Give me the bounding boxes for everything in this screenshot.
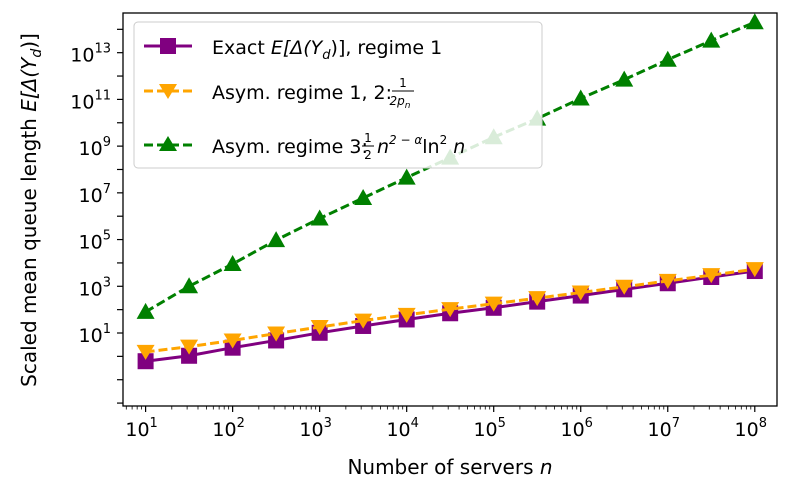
x-tick-label: 107 xyxy=(648,416,680,441)
data-point xyxy=(180,277,199,294)
legend-marker-exact xyxy=(160,38,176,54)
y-tick-label: 107 xyxy=(79,182,111,207)
y-tick-label: 1011 xyxy=(70,88,111,113)
legend-label-asym12: Asym. regime 1, 2: xyxy=(212,82,392,104)
data-point xyxy=(136,344,155,360)
y-tick-label: 105 xyxy=(79,229,111,254)
data-point xyxy=(223,254,242,271)
data-point xyxy=(354,189,373,206)
x-tick-label: 103 xyxy=(299,416,331,441)
data-point xyxy=(571,89,590,106)
x-tick-label: 101 xyxy=(125,416,157,441)
ticks-layer: 101 102 103 104 105 106 107 108 101 103 105 107 109 1… xyxy=(70,28,767,441)
data-point xyxy=(658,273,677,289)
y-tick-label: 103 xyxy=(79,275,111,300)
data-point xyxy=(136,302,155,319)
data-point xyxy=(571,285,590,301)
legend-marker-asym12 xyxy=(159,84,177,99)
legend-entry-asym3: Asym. regime 3: 1 2 n2 − αln2 n xyxy=(144,131,465,162)
x-tick-label: 105 xyxy=(473,416,505,441)
data-point xyxy=(397,307,416,323)
data-point xyxy=(181,347,198,364)
x-tick-label: 106 xyxy=(560,416,592,441)
data-point xyxy=(702,31,721,48)
data-point xyxy=(354,313,373,329)
legend-frac-den-asym12: 2pn xyxy=(390,94,411,111)
x-axis-label: Number of servers n xyxy=(347,455,552,479)
data-point xyxy=(180,339,199,355)
y-tick-label: 1013 xyxy=(70,42,111,67)
x-tick-label: 104 xyxy=(386,416,418,441)
data-point xyxy=(745,13,764,30)
legend-marker-asym3 xyxy=(159,136,177,151)
data-point xyxy=(441,302,460,318)
data-point xyxy=(267,231,286,248)
y-axis-label: Scaled mean queue length E[Δ(Yd)] xyxy=(17,33,45,387)
data-point xyxy=(223,333,242,349)
legend-formula-asym3: n2 − αln2 n xyxy=(377,133,465,158)
data-point xyxy=(267,326,286,342)
legend-frac-num-asym3: 1 xyxy=(364,131,372,145)
data-point xyxy=(658,50,677,67)
legend-label-asym3: Asym. regime 3: xyxy=(212,136,368,158)
legend-frac-num-asym12: 1 xyxy=(399,76,407,90)
legend: Exact E[Δ(Yd)], regime 1 Asym. regime 1,… xyxy=(133,21,543,169)
legend-entry-asym12: Asym. regime 1, 2: 1 2pn xyxy=(144,76,414,111)
data-point xyxy=(528,291,547,307)
data-point xyxy=(615,70,634,87)
series-2 xyxy=(136,262,764,360)
data-point xyxy=(745,262,764,278)
y-tick-label: 101 xyxy=(79,322,111,347)
data-point xyxy=(310,320,329,336)
legend-frac-den-asym3: 2 xyxy=(364,148,372,162)
legend-entry-exact: Exact E[Δ(Yd)], regime 1 xyxy=(144,37,442,63)
legend-label-exact: Exact E[Δ(Yd)], regime 1 xyxy=(212,37,442,63)
data-point xyxy=(397,168,416,185)
data-point xyxy=(310,209,329,226)
x-tick-label: 102 xyxy=(212,416,244,441)
x-tick-label: 108 xyxy=(735,416,767,441)
data-point xyxy=(702,268,721,284)
data-point xyxy=(615,279,634,295)
legend-box xyxy=(133,21,543,169)
y-tick-label: 109 xyxy=(79,135,111,160)
plot-frame xyxy=(122,12,778,407)
data-point xyxy=(137,353,154,370)
data-point xyxy=(484,296,503,312)
